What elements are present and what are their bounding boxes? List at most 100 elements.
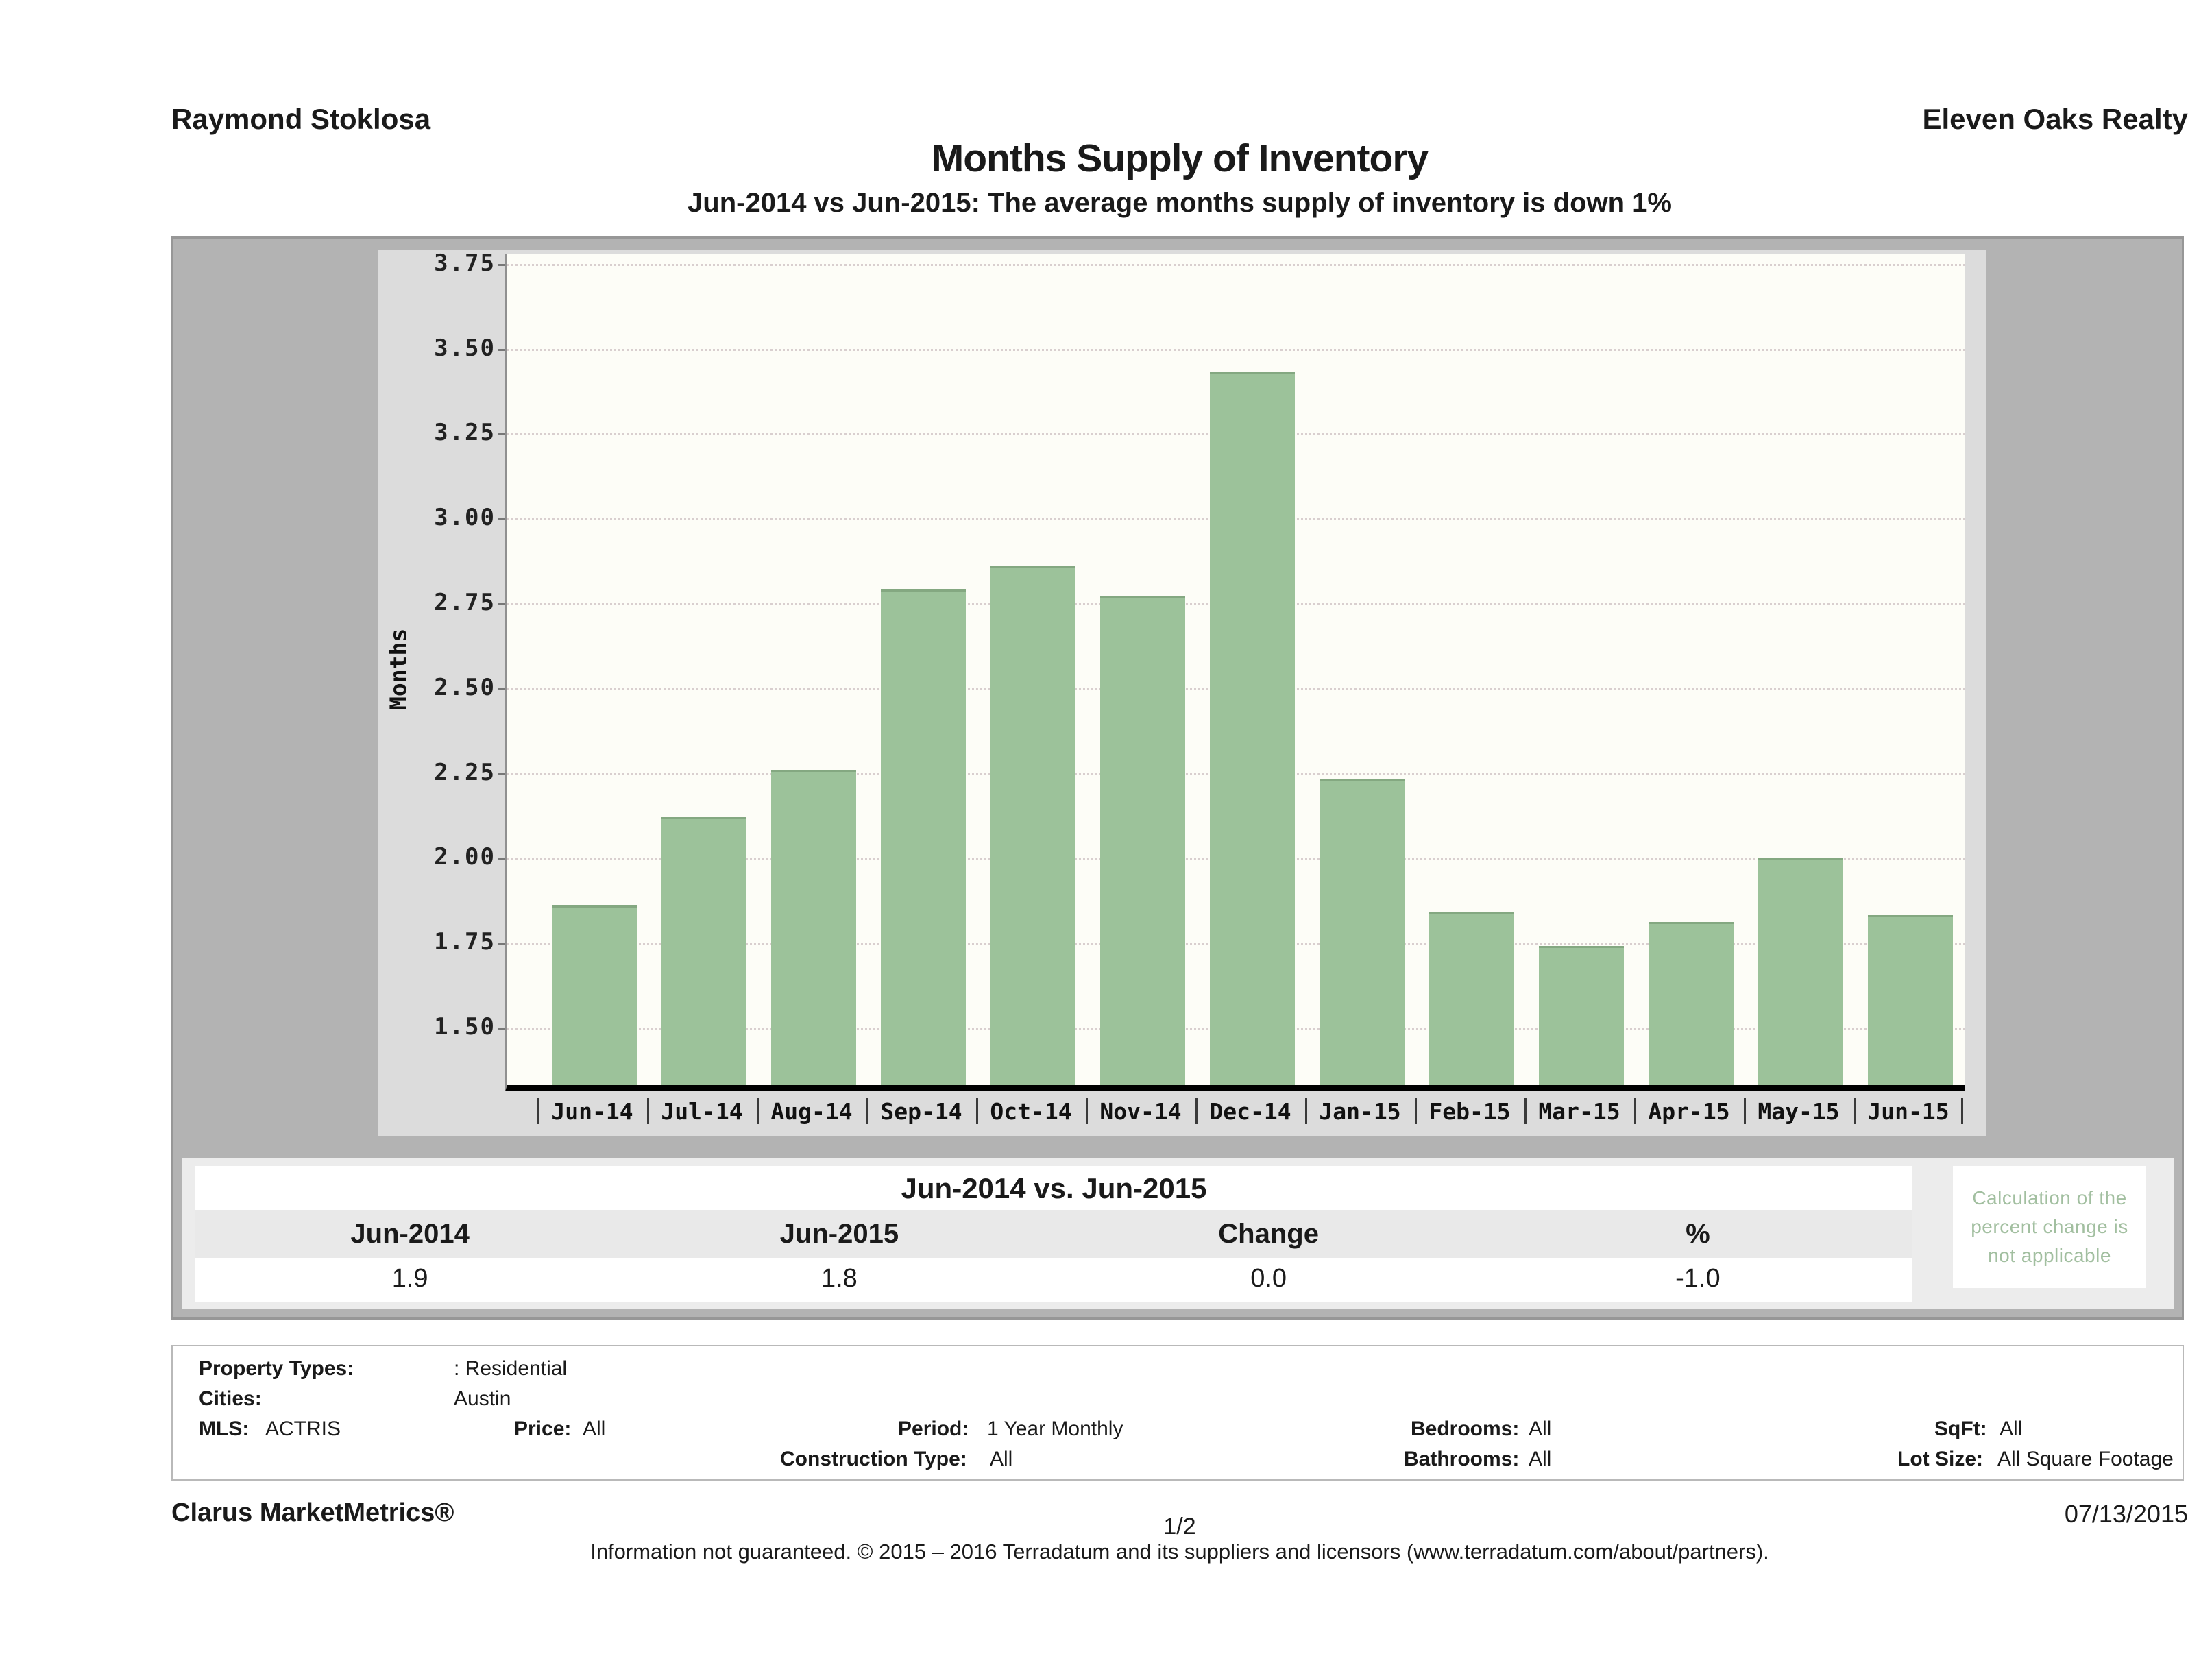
report-date: 07/13/2015 [2064, 1500, 2188, 1528]
gridline [507, 264, 1965, 266]
filter-mls: MLS: ACTRIS [199, 1418, 341, 1440]
x-tick-separator [866, 1098, 868, 1124]
y-tick-mark [498, 349, 506, 351]
filter-lot-size: Lot Size: All Square Footage [1897, 1448, 2174, 1470]
comparison-cell-value: 0.0 [1250, 1264, 1287, 1293]
y-tick-mark [498, 603, 506, 605]
x-tick-label: Sep-14 [880, 1098, 962, 1125]
filter-period: Period: 1 Year Monthly [898, 1418, 1123, 1440]
comparison-column-header: % [1686, 1219, 1710, 1249]
x-tick-separator [1961, 1098, 1963, 1124]
bar-slot [1088, 254, 1198, 1085]
filter-bedrooms: Bedrooms: All [1411, 1418, 1552, 1440]
filters-panel: Property Types:: Residential Cities: Aust… [171, 1345, 2184, 1481]
y-axis-title: Months [385, 628, 412, 711]
bar-slot [1307, 254, 1417, 1085]
x-tick-separator [537, 1098, 539, 1124]
y-tick-label: 2.50 [434, 674, 496, 701]
y-tick-label: 2.25 [434, 759, 496, 786]
x-tick-separator [1744, 1098, 1746, 1124]
y-tick-label: 3.50 [434, 335, 496, 362]
agent-name: Raymond Stoklosa [171, 103, 431, 135]
plot-area [505, 254, 1965, 1091]
x-tick-label: Jun-15 [1867, 1098, 1949, 1125]
comparison-column-header: Jun-2014 [350, 1219, 470, 1249]
comparison-table-value-row: 1.9 1.8 0.0 -1.0 [195, 1258, 1912, 1302]
y-tick-label: 3.00 [434, 504, 496, 531]
x-tick-separator [647, 1098, 649, 1124]
bar-slot [1527, 254, 1636, 1085]
product-brand: Clarus MarketMetrics® [171, 1498, 454, 1527]
x-tick-separator [1305, 1098, 1307, 1124]
x-tick-label: Apr-15 [1648, 1098, 1730, 1125]
y-tick-mark [498, 773, 506, 775]
y-tick-label: 1.50 [434, 1013, 496, 1041]
y-tick-label: 3.25 [434, 419, 496, 446]
bar-Nov-14 [1100, 596, 1185, 1085]
x-tick-label: Jun-14 [551, 1098, 633, 1125]
bar-slot [868, 254, 978, 1085]
report-subtitle: Jun-2014 vs Jun-2015: The average months… [688, 188, 1672, 218]
y-tick-label: 2.75 [434, 589, 496, 616]
comparison-cell-value: 1.8 [821, 1264, 858, 1293]
bar-slot [978, 254, 1088, 1085]
y-tick-mark [498, 518, 506, 520]
chart-frame: Months 3.75 3.50 3.25 3.00 2.75 2.50 2.25 2.00 1… [171, 236, 2184, 1320]
page-number: 1/2 [1163, 1513, 1196, 1540]
comparison-table-header-row: Jun-2014 Jun-2015 Change% [195, 1210, 1912, 1258]
bar-Apr-15 [1649, 922, 1734, 1085]
x-tick-label: Jul-14 [661, 1098, 743, 1125]
y-tick-mark [498, 943, 506, 945]
filter-sqft: SqFt: All [1934, 1418, 2023, 1440]
bar-slot [649, 254, 759, 1085]
y-tick-mark [498, 264, 506, 266]
comparison-column-header: Jun-2015 [779, 1219, 899, 1249]
x-tick-label: Mar-15 [1538, 1098, 1620, 1125]
filter-price: Price: All [514, 1418, 606, 1440]
bar-Aug-14 [771, 770, 856, 1085]
report-page: Raymond Stoklosa Eleven Oaks Realty Mont… [171, 0, 2188, 1678]
bar-Oct-14 [990, 566, 1075, 1085]
bar-slot [1417, 254, 1527, 1085]
comparison-cell-value: -1.0 [1675, 1264, 1721, 1293]
y-tick-mark [498, 1028, 506, 1030]
bar-Mar-15 [1539, 946, 1624, 1085]
x-tick-label: May-15 [1758, 1098, 1840, 1125]
y-tick-mark [498, 433, 506, 435]
x-tick-separator [1415, 1098, 1417, 1124]
comparison-column-header: Change [1218, 1219, 1319, 1249]
comparison-strip: Jun-2014 vs. Jun-2015 Jun-2014 Jun-2015 Ch… [182, 1158, 2174, 1309]
filter-construction-type: Construction Type: All [780, 1448, 1013, 1470]
x-axis-labels: Jun-14 Jul-14 Aug-14 Sep-14 Oct-14 Nov-14 Dec-… [537, 1095, 1963, 1128]
bar-Dec-14 [1210, 372, 1295, 1085]
x-tick-label: Dec-14 [1209, 1098, 1291, 1125]
bar-slot [1636, 254, 1746, 1085]
x-tick-label: Feb-15 [1429, 1098, 1511, 1125]
y-tick-label: 2.00 [434, 843, 496, 871]
chart-panel: Months 3.75 3.50 3.25 3.00 2.75 2.50 2.25 2.00 1… [378, 250, 1986, 1136]
disclaimer-text: Information not guaranteed. © 2015 – 201… [590, 1540, 1769, 1564]
bar-slot [1746, 254, 1856, 1085]
x-tick-separator [1195, 1098, 1198, 1124]
filter-bathrooms: Bathrooms: All [1404, 1448, 1552, 1470]
x-tick-separator [976, 1098, 978, 1124]
brokerage-name: Eleven Oaks Realty [1922, 103, 2188, 135]
bar-Feb-15 [1429, 912, 1514, 1085]
x-tick-separator [757, 1098, 759, 1124]
bar-slot [539, 254, 649, 1085]
y-tick-label: 3.75 [434, 250, 496, 277]
bar-series [539, 254, 1965, 1085]
x-tick-separator [1854, 1098, 1856, 1124]
x-tick-separator [1086, 1098, 1088, 1124]
filter-property-types: Property Types:: Residential [199, 1357, 568, 1380]
comparison-cell-value: 1.9 [391, 1264, 428, 1293]
x-tick-label: Nov-14 [1099, 1098, 1182, 1125]
bar-Jun-15 [1868, 915, 1953, 1085]
y-tick-mark [498, 688, 506, 690]
bar-Jan-15 [1320, 779, 1405, 1085]
x-tick-separator [1524, 1098, 1527, 1124]
bar-Jul-14 [661, 817, 746, 1085]
bar-slot [1856, 254, 1965, 1085]
filter-cities: Cities: Austin [199, 1387, 511, 1410]
y-tick-mark [498, 858, 506, 860]
